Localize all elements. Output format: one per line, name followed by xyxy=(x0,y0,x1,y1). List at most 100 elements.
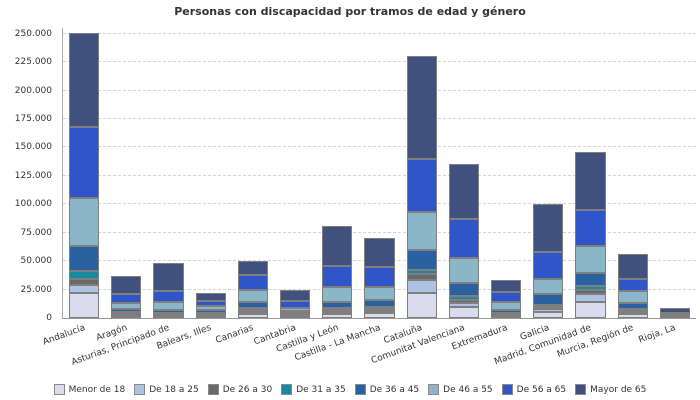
legend-item[interactable]: De 31 a 35 xyxy=(281,384,346,395)
bar-segment[interactable] xyxy=(68,32,100,128)
bar-segment[interactable] xyxy=(153,302,184,311)
bar-segment[interactable] xyxy=(659,308,691,314)
bar-segment[interactable] xyxy=(68,292,100,318)
bar-segment[interactable] xyxy=(68,279,100,285)
bar-segment[interactable] xyxy=(111,303,142,309)
bar-segment[interactable] xyxy=(195,313,226,316)
bar-segment[interactable] xyxy=(279,310,311,313)
bar-segment[interactable] xyxy=(364,313,395,318)
bar-segment[interactable] xyxy=(617,303,648,310)
bar-segment[interactable] xyxy=(111,293,142,304)
bar-segment[interactable] xyxy=(237,307,269,311)
bar-segment[interactable] xyxy=(406,280,437,293)
bar-segment[interactable] xyxy=(406,249,437,270)
bar-segment[interactable] xyxy=(448,303,480,308)
bar-segment[interactable] xyxy=(406,269,437,274)
bar-segment[interactable] xyxy=(448,307,480,318)
bar-segment[interactable] xyxy=(533,278,564,294)
bar-segment[interactable] xyxy=(237,312,269,315)
bar-segment[interactable] xyxy=(490,302,522,310)
bar-segment[interactable] xyxy=(575,209,606,247)
bar-segment[interactable] xyxy=(68,245,100,272)
bar-segment[interactable] xyxy=(406,292,437,318)
bar-segment[interactable] xyxy=(237,290,269,302)
bar-segment[interactable] xyxy=(322,313,353,318)
bar-segment[interactable] xyxy=(364,237,395,268)
bar-segment[interactable] xyxy=(575,290,606,294)
bar-segment[interactable] xyxy=(617,309,648,312)
bar-segment[interactable] xyxy=(490,292,522,303)
bar-segment[interactable] xyxy=(195,310,226,313)
legend-item[interactable]: De 26 a 30 xyxy=(207,384,272,395)
bar-segment[interactable] xyxy=(490,309,522,313)
bar-segment[interactable] xyxy=(448,163,480,219)
legend-item[interactable]: De 46 a 55 xyxy=(428,384,493,395)
bar-segment[interactable] xyxy=(153,290,184,303)
bar-segment[interactable] xyxy=(322,301,353,308)
bar-segment[interactable] xyxy=(575,246,606,273)
bar-segment[interactable] xyxy=(364,300,395,308)
bar-segment[interactable] xyxy=(533,293,564,305)
bar-segment[interactable] xyxy=(406,211,437,250)
bar-segment[interactable] xyxy=(406,159,437,212)
bar-segment[interactable] xyxy=(195,301,226,307)
bar-segment[interactable] xyxy=(406,274,437,281)
bar-segment[interactable] xyxy=(322,307,353,310)
bar-segment[interactable] xyxy=(490,316,522,318)
bar-segment[interactable] xyxy=(575,293,606,302)
bar-segment[interactable] xyxy=(68,198,100,246)
bar-segment[interactable] xyxy=(575,272,606,287)
bar-segment[interactable] xyxy=(237,261,269,276)
bar-segment[interactable] xyxy=(195,293,226,302)
bar-segment[interactable] xyxy=(322,225,353,267)
bar-segment[interactable] xyxy=(617,313,648,318)
bar-segment[interactable] xyxy=(279,289,311,301)
bar-segment[interactable] xyxy=(364,311,395,314)
bar-segment[interactable] xyxy=(533,304,564,308)
bar-segment[interactable] xyxy=(237,314,269,318)
legend-item[interactable]: De 18 a 25 xyxy=(134,384,199,395)
bar-segment[interactable] xyxy=(153,310,184,313)
bar-segment[interactable] xyxy=(659,313,691,316)
bar-segment[interactable] xyxy=(153,313,184,316)
bar-segment[interactable] xyxy=(575,286,606,291)
bar-segment[interactable] xyxy=(617,278,648,292)
bar-segment[interactable] xyxy=(111,275,142,294)
legend-item[interactable]: De 56 a 65 xyxy=(501,384,566,395)
bar-segment[interactable] xyxy=(364,309,395,312)
bar-segment[interactable] xyxy=(153,262,184,291)
bar-segment[interactable] xyxy=(448,218,480,259)
bar-segment[interactable] xyxy=(322,309,353,312)
bar-segment[interactable] xyxy=(575,301,606,318)
bar-segment[interactable] xyxy=(322,266,353,287)
bar-segment[interactable] xyxy=(279,300,311,308)
bar-segment[interactable] xyxy=(237,275,269,291)
bar-segment[interactable] xyxy=(279,316,311,318)
bar-segment[interactable] xyxy=(490,279,522,293)
bar-segment[interactable] xyxy=(448,300,480,304)
bar-segment[interactable] xyxy=(68,127,100,199)
legend-item[interactable]: Mayor de 65 xyxy=(575,384,646,395)
legend-item[interactable]: Menor de 18 xyxy=(53,384,125,395)
bar-segment[interactable] xyxy=(533,311,564,318)
bar-segment[interactable] xyxy=(279,307,311,312)
bar-segment[interactable] xyxy=(533,309,564,312)
bar-segment[interactable] xyxy=(111,308,142,312)
bar-segment[interactable] xyxy=(406,56,437,160)
bar-segment[interactable] xyxy=(617,291,648,303)
bar-segment[interactable] xyxy=(364,267,395,288)
legend-item[interactable]: De 36 a 45 xyxy=(354,384,419,395)
bar-segment[interactable] xyxy=(364,287,395,301)
bar-segment[interactable] xyxy=(111,313,142,316)
bar-segment[interactable] xyxy=(533,251,564,279)
bar-segment[interactable] xyxy=(617,254,648,279)
bar-segment[interactable] xyxy=(448,283,480,297)
bar-segment[interactable] xyxy=(68,284,100,293)
bar-segment[interactable] xyxy=(322,311,353,314)
bar-segment[interactable] xyxy=(533,307,564,310)
bar-segment[interactable] xyxy=(68,271,100,280)
bar-segment[interactable] xyxy=(111,311,142,314)
bar-segment[interactable] xyxy=(237,301,269,308)
bar-segment[interactable] xyxy=(237,310,269,313)
bar-segment[interactable] xyxy=(575,151,606,210)
